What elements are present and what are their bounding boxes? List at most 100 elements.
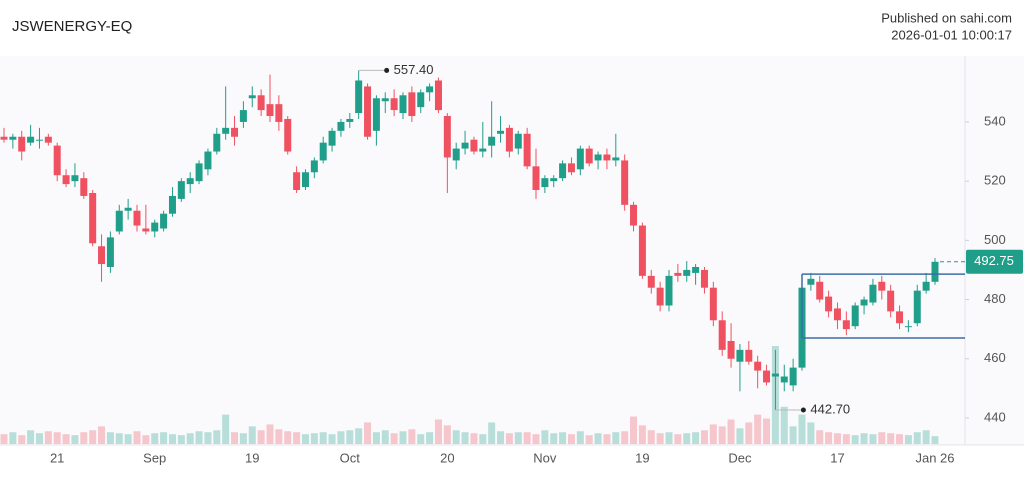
candle-body (195, 163, 203, 182)
candle-body (700, 269, 708, 288)
volume-bar (364, 422, 372, 444)
volume-bar (239, 433, 247, 444)
volume-bar (585, 435, 593, 444)
volume-bar (461, 432, 469, 444)
x-tick-label: 19 (245, 450, 259, 465)
volume-bar (904, 435, 912, 444)
volume-bar (381, 430, 389, 444)
volume-bar (523, 432, 531, 444)
candle-body (842, 320, 850, 330)
volume-bar (151, 433, 159, 444)
volume-bar (479, 434, 487, 444)
volume-bar (594, 433, 602, 444)
volume-bar (896, 434, 904, 444)
candle-body (656, 287, 664, 306)
y-tick-label: 520 (984, 173, 1006, 188)
y-tick-label: 480 (984, 291, 1006, 306)
volume-bar (266, 424, 274, 444)
volume-bar (825, 432, 833, 444)
candle-body (479, 148, 487, 152)
volume-bar (709, 424, 717, 444)
candle-body (709, 287, 717, 321)
candle-body (736, 349, 744, 362)
y-tick-label: 540 (984, 113, 1006, 128)
volume-bar (0, 434, 8, 444)
volume-bar (372, 432, 380, 444)
candle-body (213, 133, 221, 152)
volume-bar (310, 433, 318, 444)
volume-bar (98, 426, 106, 444)
volume-bar (177, 435, 185, 444)
candle-body (204, 151, 212, 170)
candle-body (567, 163, 575, 173)
candle-body (878, 281, 886, 291)
volume-bar (913, 432, 921, 444)
volume-bar (922, 430, 930, 444)
timestamp: 2026-01-01 10:00:17 (891, 27, 1012, 42)
volume-bar (133, 431, 141, 444)
annotation-dot (384, 67, 390, 73)
candle-body (62, 175, 70, 185)
volume-bar (638, 425, 646, 444)
candle-body (692, 266, 700, 273)
volume-bar (647, 430, 655, 444)
candle-body (754, 361, 762, 371)
candle-body (461, 142, 469, 149)
candle-body (319, 142, 327, 161)
annotation-dot (800, 407, 806, 413)
candle-body (239, 110, 247, 122)
candle-body (576, 148, 584, 170)
volume-bar (505, 433, 513, 444)
volume-bar (142, 435, 150, 444)
candle-body (603, 154, 611, 161)
candle-body (328, 130, 336, 146)
volume-bar (443, 425, 451, 444)
volume-bar (106, 432, 114, 444)
candle-body (248, 95, 256, 99)
candle-body (922, 281, 930, 291)
volume-bar (346, 430, 354, 444)
candle-body (151, 222, 159, 232)
candle-body (53, 145, 61, 176)
volume-bar (532, 434, 540, 444)
volume-bar (763, 418, 771, 444)
volume-bar (470, 433, 478, 444)
volume-bar (683, 433, 691, 444)
candle-body (789, 367, 797, 386)
volume-bar (115, 433, 123, 444)
x-tick-label: Nov (533, 450, 557, 465)
volume-bar (550, 433, 558, 444)
candle-body (674, 272, 682, 276)
candle-body (470, 139, 478, 152)
volume-bar (718, 426, 726, 444)
volume-bar (488, 422, 496, 444)
volume-bar (44, 431, 52, 444)
volume-bar (878, 432, 886, 444)
candle-body (231, 127, 239, 137)
candle-body (275, 104, 283, 122)
candle-body (9, 136, 17, 140)
volume-bar (213, 430, 221, 444)
candle-body (390, 98, 398, 111)
volume-bar (390, 433, 398, 444)
candle-body (860, 299, 868, 306)
volume-bar (621, 431, 629, 444)
candle-body (399, 95, 407, 114)
candle-body (807, 278, 815, 285)
candle-body (825, 296, 833, 312)
volume-bar (275, 429, 283, 444)
candle-body (763, 370, 771, 383)
volume-bar (426, 432, 434, 444)
volume-bar (798, 414, 806, 444)
candle-body (364, 86, 372, 137)
volume-bar (603, 434, 611, 444)
candle-body (337, 121, 345, 131)
volume-bar (204, 432, 212, 444)
candle-body (408, 92, 416, 117)
candle-body (833, 308, 841, 321)
candle-body (142, 228, 150, 232)
x-tick-label: 20 (440, 450, 454, 465)
volume-bar (284, 431, 292, 444)
candle-body (816, 281, 824, 300)
candle-body (488, 136, 496, 146)
